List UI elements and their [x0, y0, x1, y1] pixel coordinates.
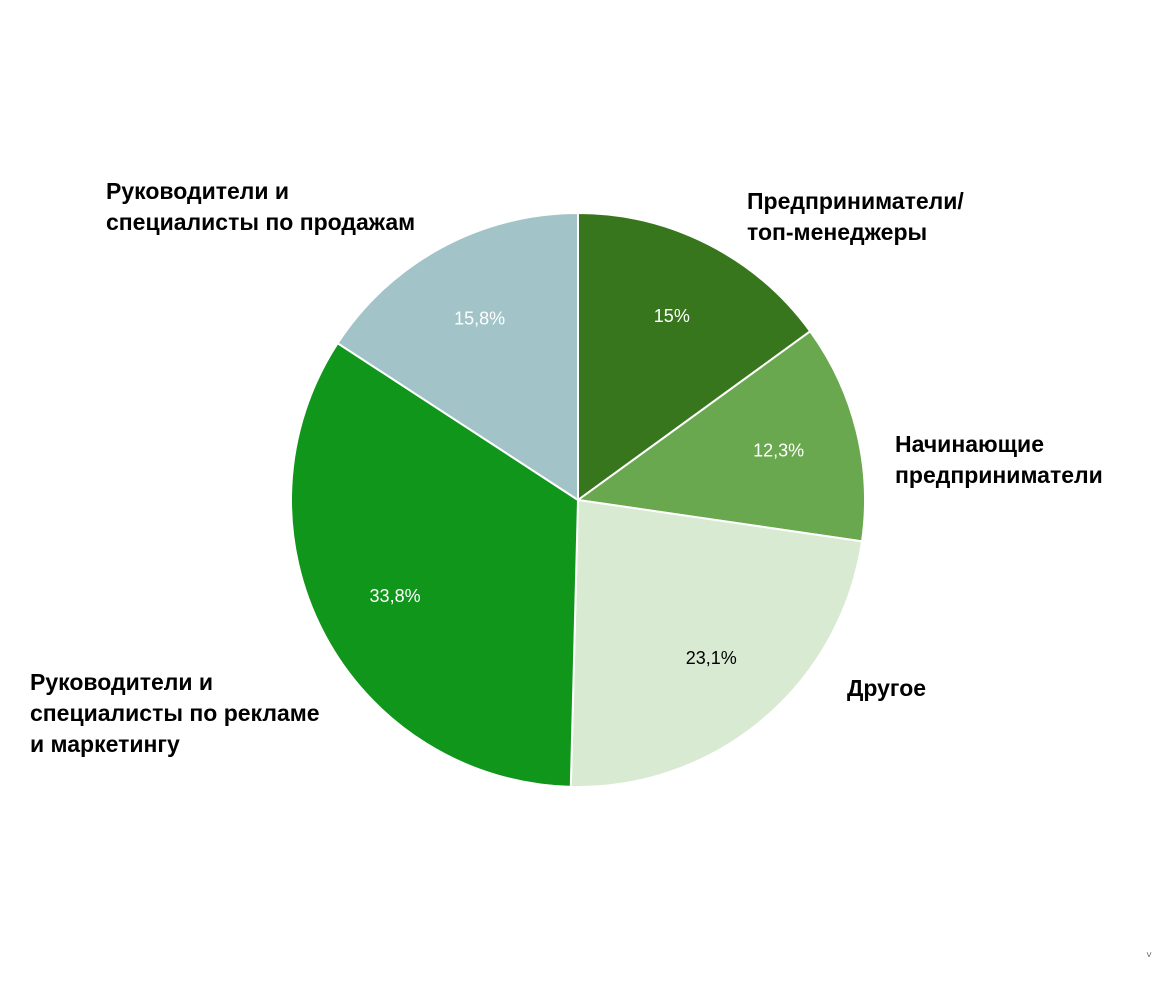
value-label-3: 33,8% — [370, 586, 421, 606]
pie-slice-4 — [336, 211, 579, 502]
value-label-2: 23,1% — [686, 648, 737, 668]
value-label-4: 15,8% — [454, 308, 505, 328]
value-labels: 15% 12,3% 23,1% 33,8% 15,8% — [370, 306, 805, 668]
category-label-3-line-0: Руководители и — [30, 669, 213, 695]
category-label-4: Руководители и специалисты по продажам — [106, 178, 415, 235]
category-label-0-line-0: Предприниматели/ — [747, 188, 964, 214]
pie-slice-0 — [577, 211, 812, 502]
value-label-0: 15% — [654, 306, 690, 326]
category-label-0: Предприниматели/топ-менеджеры — [747, 188, 964, 245]
pie-slice-2 — [569, 498, 864, 788]
category-label-3-line-1: специалисты по рекламе — [30, 700, 320, 726]
corner-mark: ˅ — [1146, 950, 1152, 961]
category-label-4-line-1: специалисты по продажам — [106, 209, 415, 235]
category-label-1-line-0: Начинающие — [895, 431, 1044, 457]
pie-slices — [290, 211, 866, 788]
category-label-4-line-0: Руководители и — [106, 178, 289, 204]
category-label-3: Руководители и специалисты по рекламе и ма… — [30, 669, 320, 757]
category-label-1-line-1: предприниматели — [895, 462, 1103, 488]
value-label-1: 12,3% — [753, 440, 804, 460]
pie-slice-1 — [575, 329, 866, 543]
category-label-1: Начинающие предприниматели — [895, 431, 1103, 488]
category-label-2-line-0: Другое — [847, 675, 926, 701]
category-label-2: Другое — [847, 675, 926, 701]
category-label-0-line-1: топ-менеджеры — [747, 219, 927, 245]
category-label-3-line-2: и маркетингу — [30, 731, 180, 757]
category-labels: Предприниматели/топ-менеджеры Начинающие п… — [30, 178, 1103, 757]
